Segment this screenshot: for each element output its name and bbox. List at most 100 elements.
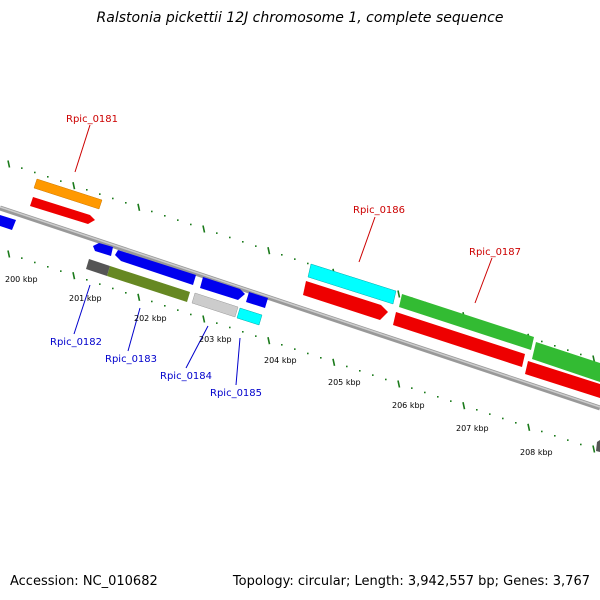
tick-mark <box>137 203 141 212</box>
tick-dot <box>346 365 348 368</box>
tick-dot <box>21 167 23 169</box>
gene-feature-blue[interactable] <box>0 215 16 230</box>
chromosome-backbone <box>0 205 600 411</box>
gene-feature-green[interactable] <box>532 342 600 382</box>
label-rpic-0183: Rpic_0183 <box>105 354 157 365</box>
gene-feature-rpic-0181[interactable] <box>33 178 103 210</box>
label-rpic-0187: Rpic_0187 <box>469 247 521 258</box>
tick-dot <box>541 340 543 343</box>
gene-feature-blue[interactable] <box>115 250 196 285</box>
tick-dot <box>567 439 569 441</box>
label-leaders <box>73 124 493 386</box>
label-rpic-0186: Rpic_0186 <box>353 205 405 216</box>
tick-dot <box>86 189 88 191</box>
tick-dot <box>567 349 569 351</box>
tick-dot <box>294 348 296 350</box>
tick-mark <box>592 445 596 453</box>
tick-mark <box>397 290 401 298</box>
tick-dot <box>320 357 322 359</box>
gene-feature-gray[interactable] <box>596 440 600 452</box>
gene-feature-rpic-0183[interactable] <box>107 266 190 302</box>
tick-dot <box>476 409 478 411</box>
tick-dot <box>151 300 153 303</box>
tick-dot <box>216 232 218 234</box>
tick-dot <box>424 391 426 394</box>
tick-dot <box>294 258 296 260</box>
gene-feature-rpic-0186[interactable] <box>307 263 397 305</box>
tick-dot <box>47 266 49 268</box>
tick-mark <box>267 246 271 255</box>
tick-dot <box>255 335 257 337</box>
tick-dot <box>60 180 62 182</box>
tick-mark <box>7 250 11 258</box>
gene-feature-blue[interactable] <box>93 243 113 256</box>
gene-features[interactable] <box>0 178 600 452</box>
tick-mark <box>397 380 401 388</box>
kbp-label: 200 kbp <box>5 275 38 284</box>
tick-dot <box>177 309 179 311</box>
tick-dot <box>554 435 556 437</box>
tick-mark <box>202 225 206 233</box>
inner-tick-track <box>7 250 596 453</box>
tick-mark <box>332 358 336 367</box>
gene-feature-rpic-0187[interactable] <box>399 294 534 350</box>
kbp-label: 203 kbp <box>199 335 232 344</box>
tick-dot <box>307 352 309 355</box>
tick-dot <box>125 202 127 204</box>
tick-mark <box>462 401 466 410</box>
tick-dot <box>307 262 309 265</box>
kbp-labels: 200 kbp 201 kbp 202 kbp 203 kbp 204 kbp … <box>5 275 553 457</box>
label-rpic-0185: Rpic_0185 <box>210 388 262 399</box>
gene-feature-red[interactable] <box>30 197 95 224</box>
tick-dot <box>60 270 62 272</box>
tick-dot <box>450 400 452 402</box>
tick-dot <box>242 241 244 243</box>
tick-dot <box>437 396 439 398</box>
tick-dot <box>372 374 374 376</box>
tick-mark <box>137 293 141 302</box>
gene-feature-blue[interactable] <box>200 277 245 300</box>
gene-feature-red[interactable] <box>303 281 388 320</box>
kbp-label: 205 kbp <box>328 378 361 387</box>
gene-feature-rpic-0184[interactable] <box>191 292 239 318</box>
tick-dot <box>164 305 166 307</box>
tick-mark <box>527 423 531 432</box>
tick-mark <box>72 271 76 280</box>
label-rpic-0184: Rpic_0184 <box>160 371 212 382</box>
tick-dot <box>164 215 166 217</box>
gene-feature-red[interactable] <box>525 361 600 398</box>
tick-dot <box>112 197 114 200</box>
tick-dot <box>255 245 257 247</box>
accession-text: Accession: NC_010682 <box>10 574 158 589</box>
tick-dot <box>385 378 387 381</box>
kbp-label: 204 kbp <box>264 356 297 365</box>
tick-dot <box>242 331 244 333</box>
tick-dot <box>99 193 101 195</box>
tick-dot <box>112 287 114 290</box>
tick-dot <box>229 326 231 329</box>
gene-feature-red[interactable] <box>393 312 525 367</box>
gene-feature-blue[interactable] <box>246 292 268 308</box>
kbp-label: 207 kbp <box>456 424 489 433</box>
map-title: Ralstonia pickettii 12J chromosome 1, co… <box>96 10 504 26</box>
tick-dot <box>125 292 127 294</box>
tick-dot <box>515 422 517 424</box>
tick-dot <box>190 223 192 226</box>
gene-feature-rpic-0185[interactable] <box>236 307 263 326</box>
tick-mark <box>72 181 76 190</box>
kbp-label: 202 kbp <box>134 314 167 323</box>
topology-text: Topology: circular; Length: 3,942,557 bp… <box>232 574 590 589</box>
tick-dot <box>21 257 23 259</box>
label-rpic-0181: Rpic_0181 <box>66 114 118 125</box>
tick-dot <box>281 254 283 256</box>
kbp-label: 206 kbp <box>392 401 425 410</box>
tick-dot <box>281 344 283 346</box>
tick-dot <box>216 322 218 324</box>
tick-dot <box>554 345 556 347</box>
gene-feature-rpic-0182[interactable] <box>86 259 110 276</box>
tick-dot <box>359 370 361 372</box>
tick-dot <box>34 261 36 264</box>
tick-dot <box>151 210 153 213</box>
tick-dot <box>541 430 543 433</box>
